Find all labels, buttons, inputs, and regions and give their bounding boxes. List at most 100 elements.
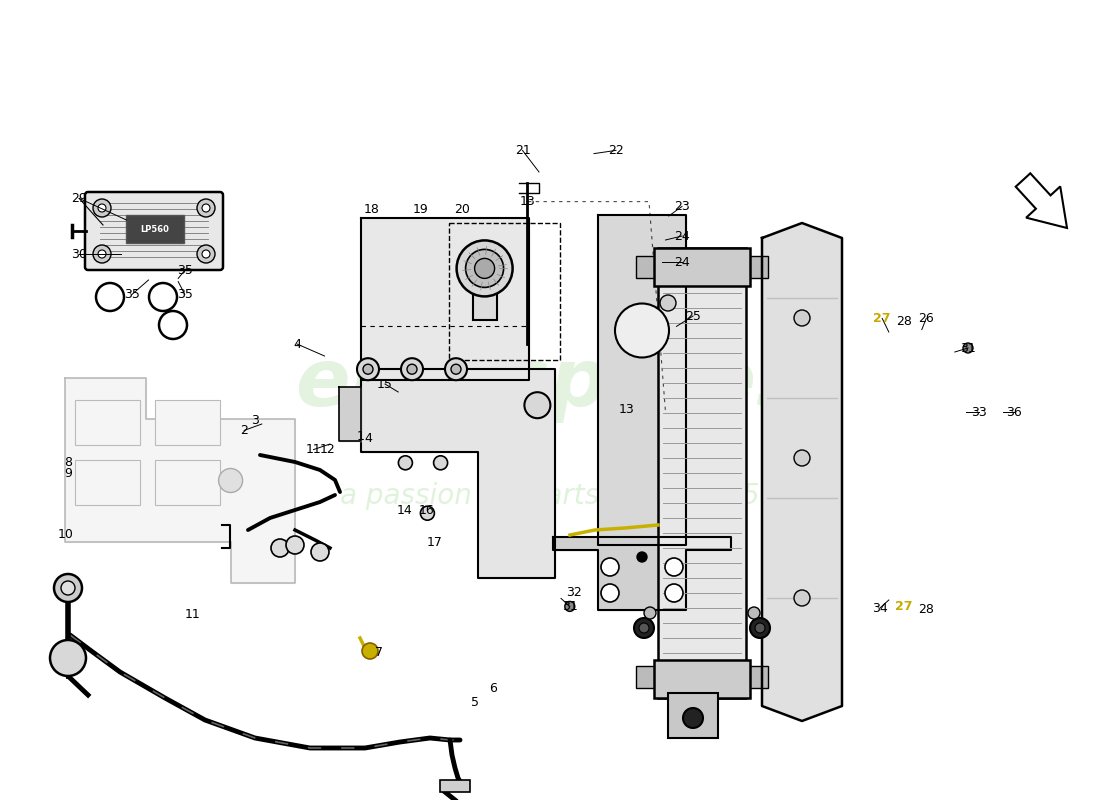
Circle shape [98,250,106,258]
Text: 2: 2 [240,424,249,437]
Circle shape [683,708,703,728]
Circle shape [794,450,810,466]
Bar [75,460,140,505]
Bar [746,666,768,688]
Text: 11: 11 [306,443,321,456]
Polygon shape [553,537,732,610]
Polygon shape [65,378,295,583]
Circle shape [219,469,243,493]
Text: 18: 18 [364,203,380,216]
Bar [636,666,658,688]
Bar [450,223,560,360]
Bar [636,256,658,278]
Text: 22: 22 [608,144,624,157]
Text: 16: 16 [419,504,435,517]
Circle shape [197,245,215,263]
Text: 30: 30 [72,248,87,261]
Circle shape [755,623,764,633]
Circle shape [50,640,86,676]
Circle shape [420,506,434,520]
Text: 27: 27 [873,312,891,325]
Circle shape [54,574,82,602]
Circle shape [358,358,379,380]
Text: 28: 28 [918,603,934,616]
Circle shape [564,602,575,611]
Bar [746,256,768,278]
Text: 15: 15 [377,378,393,390]
Bar [654,248,750,286]
Text: 35: 35 [177,288,192,301]
Text: 8: 8 [64,456,73,469]
Text: 31: 31 [562,600,578,613]
Bar [126,215,184,243]
Text: 32: 32 [566,586,582,598]
Circle shape [402,358,424,380]
Text: 12: 12 [320,443,336,456]
Bar [668,693,718,738]
Polygon shape [362,218,529,380]
Text: 11: 11 [185,608,200,621]
Bar [473,290,496,320]
Circle shape [398,456,412,470]
Circle shape [197,199,215,217]
Text: 17: 17 [427,536,442,549]
Text: 5: 5 [471,696,480,709]
Text: 24: 24 [674,230,690,242]
Circle shape [639,623,649,633]
Polygon shape [598,215,686,545]
Circle shape [94,245,111,263]
Text: 4: 4 [364,432,373,445]
Circle shape [748,607,760,619]
Circle shape [433,456,448,470]
Circle shape [666,558,683,576]
Bar [654,660,750,698]
Polygon shape [340,387,362,442]
Text: 25: 25 [685,310,701,322]
Text: 13: 13 [619,403,635,416]
Circle shape [98,204,106,212]
Text: 23: 23 [674,200,690,213]
Text: 14: 14 [397,504,412,517]
Circle shape [634,618,654,638]
Bar [155,460,220,505]
Text: 6: 6 [488,682,497,694]
Text: 35: 35 [124,288,140,301]
Text: 7: 7 [375,646,384,658]
Bar [75,400,140,445]
Text: 10: 10 [58,528,74,541]
Circle shape [666,584,683,602]
Circle shape [451,364,461,374]
Circle shape [660,295,676,311]
Bar [658,248,746,698]
FancyBboxPatch shape [85,192,223,270]
Circle shape [94,199,111,217]
Circle shape [794,590,810,606]
Circle shape [60,581,75,595]
FancyArrow shape [1015,174,1067,228]
Circle shape [601,584,619,602]
Text: 35: 35 [177,264,192,277]
Text: 34: 34 [872,602,888,614]
Text: 26: 26 [918,312,934,325]
Text: 27: 27 [895,600,913,613]
Text: 28: 28 [896,315,912,328]
Bar [440,780,470,792]
Text: LP560: LP560 [141,225,169,234]
Circle shape [601,558,619,576]
Text: 1: 1 [356,430,365,442]
Text: 20: 20 [454,203,470,216]
Text: 3: 3 [251,414,260,426]
Text: 29: 29 [72,192,87,205]
Circle shape [474,258,495,278]
Circle shape [637,552,647,562]
Text: 9: 9 [64,467,73,480]
Circle shape [363,364,373,374]
Circle shape [658,260,678,280]
Circle shape [407,364,417,374]
Circle shape [465,250,504,287]
Text: 36: 36 [1006,406,1022,418]
Circle shape [311,543,329,561]
Circle shape [525,392,550,418]
Circle shape [456,240,513,296]
Polygon shape [762,223,842,721]
